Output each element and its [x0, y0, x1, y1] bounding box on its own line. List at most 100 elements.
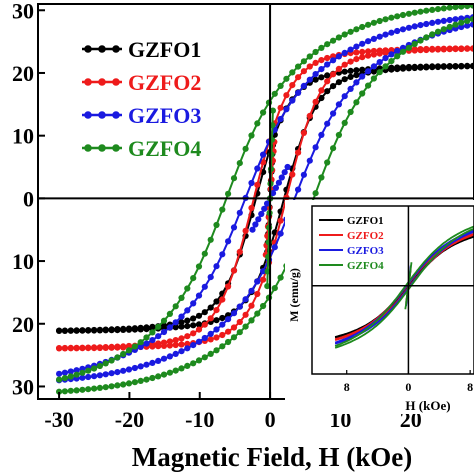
data-point: [184, 333, 191, 340]
data-point: [324, 88, 331, 95]
data-point: [417, 37, 424, 44]
data-point: [429, 31, 436, 38]
data-point: [96, 372, 103, 379]
data-point: [359, 48, 366, 56]
data-point: [201, 334, 208, 342]
data-point: [405, 24, 412, 31]
data-point: [324, 72, 331, 79]
data-point: [347, 73, 354, 80]
data-point: [365, 68, 372, 75]
data-point: [399, 48, 407, 55]
data-point: [242, 227, 249, 234]
data-point: [160, 342, 168, 349]
data-point: [330, 110, 337, 117]
data-point: [190, 322, 197, 329]
data-point: [295, 149, 302, 156]
data-point: [114, 327, 121, 334]
data-point: [440, 63, 447, 70]
data-point: [347, 67, 354, 74]
data-point: [423, 20, 430, 28]
y-tick-label: 0: [23, 186, 34, 211]
y-tick-label: 10: [12, 124, 34, 149]
data-point: [108, 383, 115, 390]
data-point: [423, 64, 430, 71]
data-point: [341, 49, 348, 57]
data-point: [277, 230, 284, 237]
data-point: [67, 368, 74, 375]
data-point: [399, 65, 407, 72]
main-zero-lines: [38, 4, 474, 399]
data-point: [114, 344, 121, 351]
data-point: [295, 74, 302, 81]
data-point: [399, 11, 407, 19]
data-point: [195, 326, 203, 333]
data-point: [96, 327, 103, 334]
data-point: [388, 66, 395, 73]
data-point: [318, 57, 325, 64]
data-point: [160, 371, 168, 378]
data-point: [295, 89, 302, 96]
inset-x-tick-label: 0: [405, 380, 411, 394]
data-point: [219, 314, 226, 322]
inset-zero-lines: [312, 206, 474, 374]
data-point: [96, 362, 103, 370]
data-point: [236, 329, 243, 336]
data-point: [365, 52, 372, 59]
data-point: [469, 45, 474, 52]
data-point: [61, 327, 68, 334]
data-point: [195, 338, 203, 345]
data-point: [446, 63, 453, 70]
inset-plot-frame: [311, 205, 474, 375]
data-point: [452, 4, 459, 11]
legend-marker: [98, 111, 106, 119]
data-point: [201, 283, 208, 290]
data-point: [376, 69, 383, 76]
data-point: [254, 278, 261, 285]
data-point: [114, 382, 121, 389]
data-point: [225, 338, 232, 346]
data-point: [242, 296, 249, 303]
data-point: [341, 93, 348, 100]
data-point: [335, 53, 342, 60]
data-point: [306, 63, 313, 70]
data-point: [324, 159, 331, 166]
data-point: [102, 384, 109, 391]
data-point: [446, 46, 453, 53]
legend-marker: [98, 45, 106, 53]
data-point: [341, 68, 348, 75]
y-tick-label: 30: [12, 374, 34, 399]
data-point: [265, 99, 273, 106]
data-point: [341, 76, 348, 83]
data-point: [143, 376, 150, 383]
data-point: [67, 373, 74, 380]
data-point: [458, 63, 465, 70]
data-point: [353, 99, 360, 106]
data-point: [335, 65, 342, 72]
x-tick-label: -30: [44, 407, 73, 432]
data-point: [96, 344, 103, 352]
data-point: [79, 327, 86, 334]
data-point: [137, 339, 144, 346]
data-point: [353, 26, 360, 33]
data-point: [160, 328, 168, 336]
data-point: [248, 204, 255, 212]
data-point: [440, 26, 447, 33]
data-point: [230, 175, 238, 182]
data-point: [102, 344, 109, 351]
data-point: [300, 129, 307, 136]
inset-legend-entry-gzfo1: GZFO1: [319, 215, 384, 227]
data-point: [91, 385, 98, 392]
data-point: [254, 181, 261, 188]
data-point: [131, 364, 138, 372]
data-point: [190, 275, 197, 282]
data-point: [289, 97, 296, 104]
data-point: [91, 327, 98, 334]
legend-entry-gzfo3: GZFO3: [82, 103, 201, 128]
data-point: [353, 49, 360, 56]
data-point: [225, 190, 232, 197]
data-point: [91, 373, 98, 380]
data-point: [254, 165, 261, 172]
data-point: [236, 303, 243, 310]
data-point: [289, 171, 296, 178]
data-point: [184, 323, 191, 330]
